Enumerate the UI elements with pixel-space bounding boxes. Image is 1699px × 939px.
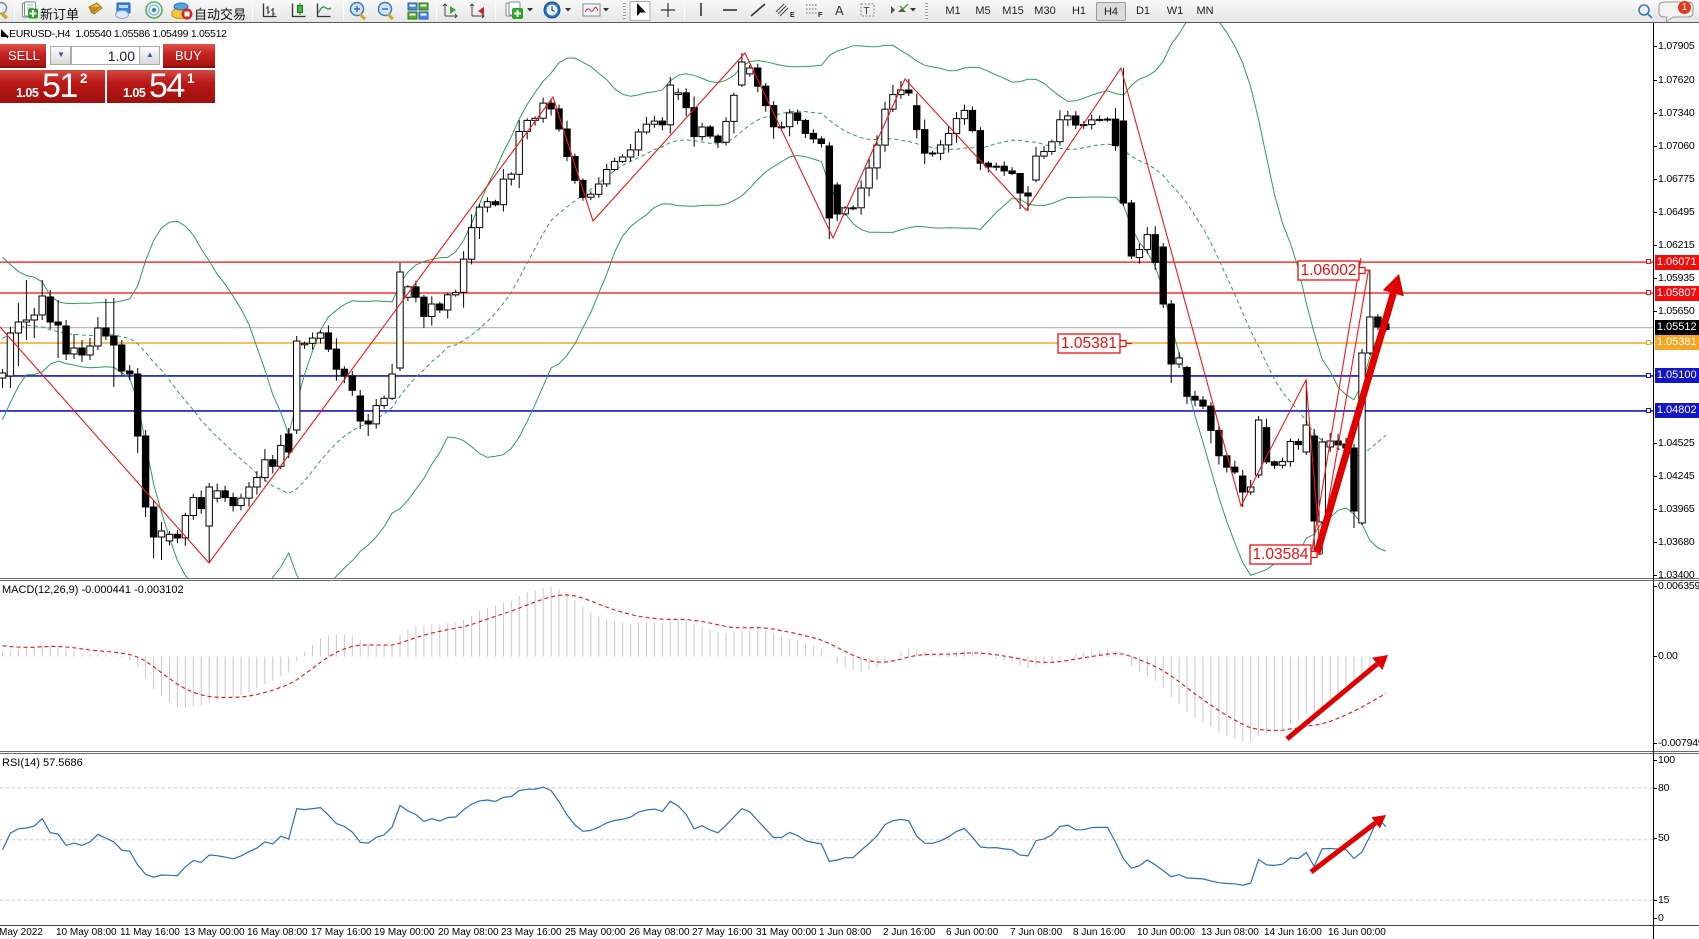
svg-text:F: F: [818, 12, 823, 19]
svg-text:1.05381: 1.05381: [1061, 335, 1117, 352]
svg-text:T: T: [864, 6, 870, 17]
svg-text:A: A: [835, 3, 844, 18]
svg-text:1.06002: 1.06002: [1300, 262, 1356, 279]
svg-text:E: E: [790, 12, 795, 19]
svg-text:1.03584: 1.03584: [1252, 546, 1308, 563]
